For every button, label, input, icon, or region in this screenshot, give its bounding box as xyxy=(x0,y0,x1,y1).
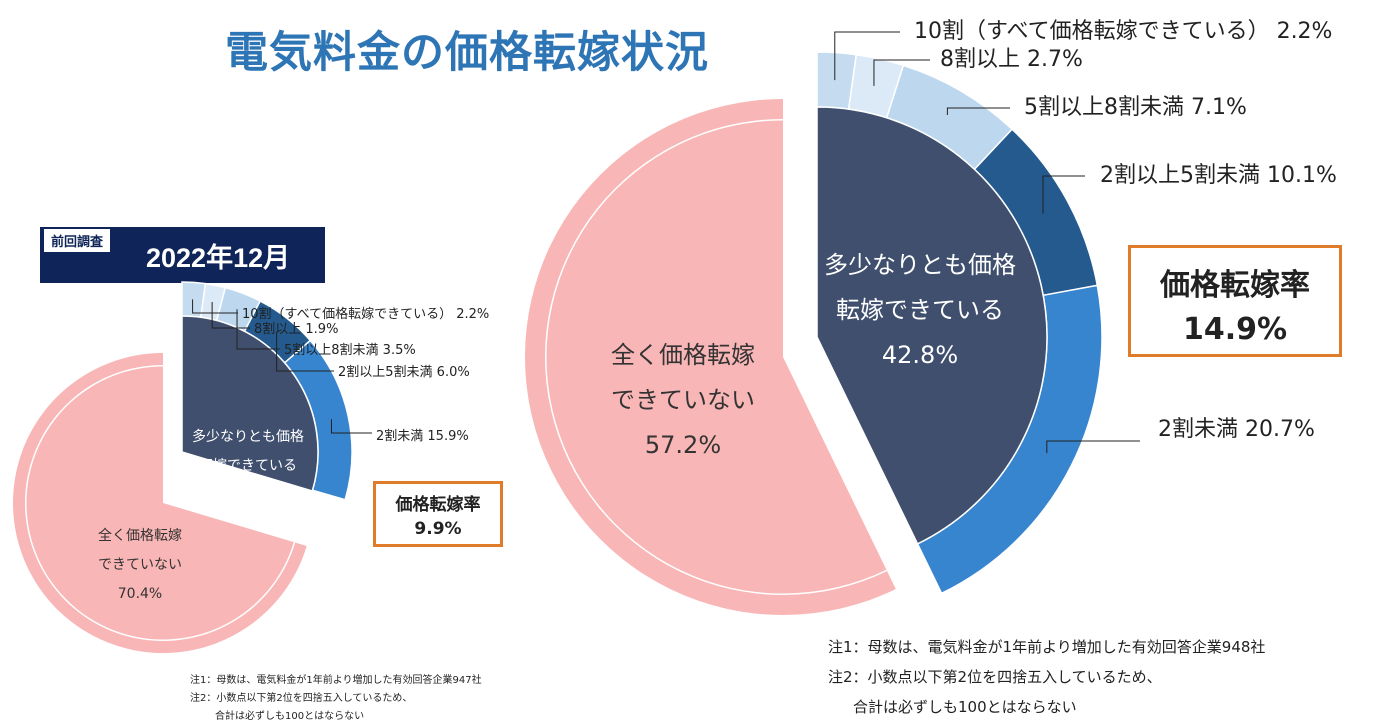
segment-label: 8割以上 2.7% xyxy=(940,47,1083,72)
footnote-1: 注1：母数は、電気料金が1年前より増加した有効回答企業947社 xyxy=(190,675,482,686)
slice-label-not-passed: 全く価格転嫁 xyxy=(98,527,182,544)
slice-label-not-passed: 57.2% xyxy=(645,431,721,459)
leader-line xyxy=(873,59,930,86)
slice-label-not-passed: できていない xyxy=(98,557,182,573)
leader-line xyxy=(1046,440,1140,454)
segment-label: 2割未満 20.7% xyxy=(1158,417,1315,442)
segment-label: 5割以上8割未満 3.5% xyxy=(284,342,416,358)
slice-label-passed: 42.8% xyxy=(882,341,958,369)
leader-line xyxy=(946,107,1010,115)
segment-label: 2割以上5割未満 6.0% xyxy=(338,364,470,380)
pie-slice-passed xyxy=(816,106,1048,545)
leader-line xyxy=(192,299,238,314)
slice-label-not-passed: 70.4% xyxy=(118,586,162,602)
footnotes-previous: 注1：母数は、電気料金が1年前より増加した有効回答企業947社 注2：小数点以下… xyxy=(190,672,482,726)
pass-through-rate-value: 9.9% xyxy=(414,519,462,539)
segment-label: 10割（すべて価格転嫁できている） 2.2% xyxy=(242,306,489,322)
leader-line xyxy=(330,419,372,434)
footnote-2-cont: 合計は必ずしも100とはならない xyxy=(215,711,365,722)
slice-label-passed: 多少なりとも価格 xyxy=(192,428,304,445)
pie-slice-not-passed xyxy=(13,353,307,654)
leader-line xyxy=(1042,175,1085,214)
slice-label-passed: 29.6% xyxy=(226,487,270,503)
footnotes-current: 注1：母数は、電気料金が1年前より増加した有効回答企業948社 注2：小数点以下… xyxy=(828,632,1265,722)
slice-label-passed: 多少なりとも価格 xyxy=(824,251,1016,279)
slice-label-passed: 転嫁できている xyxy=(836,296,1004,324)
slice-label-passed: 転嫁できている xyxy=(199,458,297,474)
segment-label: 2割未満 15.9% xyxy=(376,428,469,444)
slice-label-not-passed: できていない xyxy=(611,386,755,414)
pass-through-rate-box-previous: 価格転嫁率 9.9% xyxy=(373,481,503,547)
footnote-2-cont: 合計は必ずしも100とはならない xyxy=(853,698,1077,716)
pass-through-rate-label: 価格転嫁率 xyxy=(1160,268,1310,303)
segment-label: 10割（すべて価格転嫁できている） 2.2% xyxy=(914,19,1332,44)
page-title: 電気料金の価格転嫁状況 xyxy=(225,28,709,78)
footnote-2: 注2：小数点以下第2位を四捨五入しているため、 xyxy=(828,668,1162,686)
slice-label-not-passed: 全く価格転嫁 xyxy=(611,341,755,369)
pie-slice-not-passed xyxy=(524,99,896,615)
previous-survey-date: 2022年12月 xyxy=(146,243,291,273)
segment-label: 2割以上5割未満 10.1% xyxy=(1100,163,1337,188)
footnote-1: 注1：母数は、電気料金が1年前より増加した有効回答企業948社 xyxy=(828,638,1266,656)
segment-label: 5割以上8割未満 7.1% xyxy=(1024,95,1247,120)
leader-line xyxy=(834,31,900,81)
leader-line xyxy=(276,331,334,372)
pass-through-rate-value: 14.9% xyxy=(1182,312,1288,347)
segment-label: 8割以上 1.9% xyxy=(254,321,338,337)
pass-through-rate-box-current: 価格転嫁率 14.9% xyxy=(1128,245,1342,357)
previous-survey-tag: 前回調査 xyxy=(44,229,111,252)
footnote-2: 注2：小数点以下第2位を四捨五入しているため、 xyxy=(190,693,413,704)
leader-line xyxy=(236,309,280,350)
pass-through-rate-label: 価格転嫁率 xyxy=(395,495,481,515)
